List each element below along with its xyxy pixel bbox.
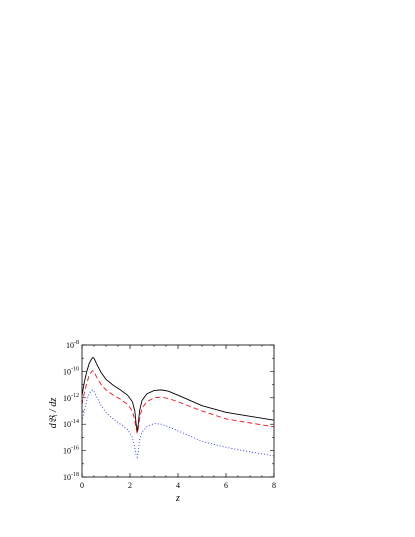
x-tick-label: 2 [128,481,132,490]
y-tick-label: 10-14 [63,419,79,429]
y-tick-label: 10-18 [63,472,79,482]
y-tick-label: 10-16 [63,446,79,456]
y-tick-label-base: 10 [63,420,71,429]
y-tick-label-exponent: -12 [71,393,79,399]
plot-frame [81,344,275,478]
y-tick-label-base: 10 [63,367,71,376]
y-tick-label-exponent: -14 [71,419,79,425]
axis-ticks [81,344,275,478]
plot-lines [81,356,275,459]
x-tick-label: 6 [224,481,228,490]
y-tick-label-exponent: -10 [71,366,79,372]
x-tick-label: 4 [176,481,180,490]
y-tick-label-base: 10 [63,447,71,456]
y-tick-label-exponent: -18 [71,472,79,478]
y-tick-label-exponent: -8 [74,340,79,346]
y-tick-label: 10-10 [63,366,79,376]
y-tick-label: 10-12 [63,393,79,403]
y-axis-label: d𝔅ᵢ / dz [48,398,59,429]
y-tick-label-base: 10 [63,473,71,482]
series-line-solid [81,356,275,433]
y-tick-label: 10-8 [66,340,79,350]
y-tick-label-base: 10 [66,341,74,350]
series-line-dashed [81,370,275,434]
x-tick-label: 0 [80,481,84,490]
series-line-dotted [81,389,275,459]
y-tick-label-base: 10 [63,394,71,403]
y-tick-label-exponent: -16 [71,446,79,452]
x-axis-label: z [175,493,180,504]
x-tick-label: 8 [272,481,276,490]
